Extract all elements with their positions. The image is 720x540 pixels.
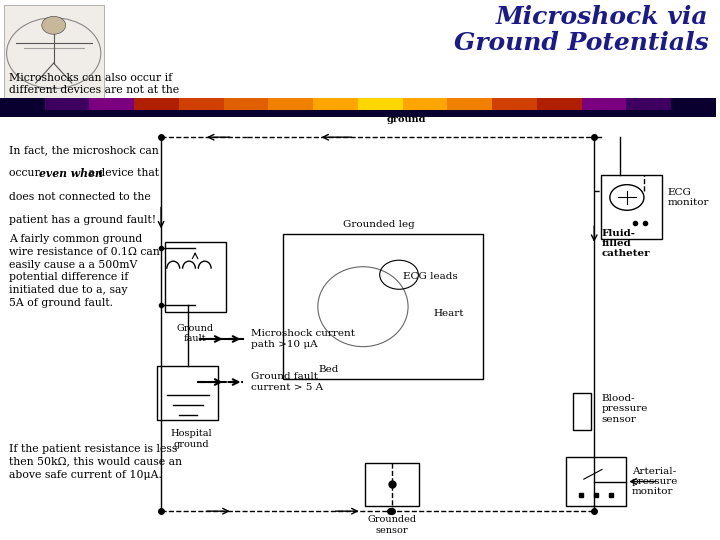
Bar bbox=[45, 98, 89, 110]
Text: Hospital
ground: Hospital ground bbox=[171, 429, 212, 449]
Text: a device that: a device that bbox=[85, 168, 159, 178]
Bar bbox=[365, 463, 419, 506]
Text: In fact, the microshock can: In fact, the microshock can bbox=[9, 145, 159, 156]
Text: Microshock current
path >10 μA: Microshock current path >10 μA bbox=[251, 329, 354, 349]
Text: Grounded
sensor: Grounded sensor bbox=[367, 516, 416, 535]
Bar bbox=[601, 175, 662, 239]
Bar bbox=[447, 98, 492, 110]
Bar bbox=[134, 98, 179, 110]
Text: Ground fault
current > 5 A: Ground fault current > 5 A bbox=[251, 372, 323, 391]
Bar bbox=[313, 98, 358, 110]
Bar bbox=[582, 98, 626, 110]
Text: Heart: Heart bbox=[433, 309, 464, 319]
Bar bbox=[572, 393, 590, 430]
Text: occur: occur bbox=[9, 168, 43, 178]
Bar bbox=[165, 242, 225, 312]
Bar bbox=[158, 366, 218, 420]
Text: Arterial-
pressure
monitor: Arterial- pressure monitor bbox=[632, 467, 678, 496]
Circle shape bbox=[42, 16, 66, 34]
Text: Fluid-
filled
catheter: Fluid- filled catheter bbox=[601, 228, 650, 259]
Bar bbox=[0, 98, 45, 110]
Bar bbox=[537, 98, 582, 110]
Bar bbox=[626, 98, 671, 110]
Text: patient has a ground fault!: patient has a ground fault! bbox=[9, 215, 156, 225]
Text: Microshock via
Ground Potentials: Microshock via Ground Potentials bbox=[454, 5, 708, 55]
Text: ECG leads: ECG leads bbox=[403, 272, 458, 281]
Text: 500 mV above hospital
ground: 500 mV above hospital ground bbox=[344, 104, 469, 124]
Text: does not connected to the: does not connected to the bbox=[9, 192, 151, 201]
Bar bbox=[492, 98, 537, 110]
Bar bbox=[358, 98, 402, 110]
Bar bbox=[269, 98, 313, 110]
Bar bbox=[0, 110, 716, 117]
Text: Grounded leg: Grounded leg bbox=[343, 220, 415, 228]
Text: even when: even when bbox=[39, 168, 102, 179]
Bar bbox=[224, 98, 269, 110]
Bar bbox=[283, 234, 483, 379]
Bar bbox=[4, 5, 104, 105]
Bar bbox=[671, 98, 716, 110]
Text: A fairly common ground
wire resistance of 0.1Ω can
easily cause a a 500mV
potent: A fairly common ground wire resistance o… bbox=[9, 234, 160, 308]
Text: Ground
fault: Ground fault bbox=[176, 324, 214, 343]
Text: Bed: Bed bbox=[318, 365, 339, 374]
Bar bbox=[89, 98, 134, 110]
Text: If the patient resistance is less
then 50kΩ, this would cause an
above safe curr: If the patient resistance is less then 5… bbox=[9, 444, 182, 480]
Bar bbox=[402, 98, 447, 110]
Bar bbox=[179, 98, 224, 110]
Text: Blood-
pressure
sensor: Blood- pressure sensor bbox=[601, 394, 648, 424]
Bar bbox=[565, 457, 626, 506]
Text: Microshocks can also occur if
different devices are not at the
exact same ground: Microshocks can also occur if different … bbox=[9, 73, 179, 108]
Text: ECG
monitor: ECG monitor bbox=[668, 188, 709, 207]
